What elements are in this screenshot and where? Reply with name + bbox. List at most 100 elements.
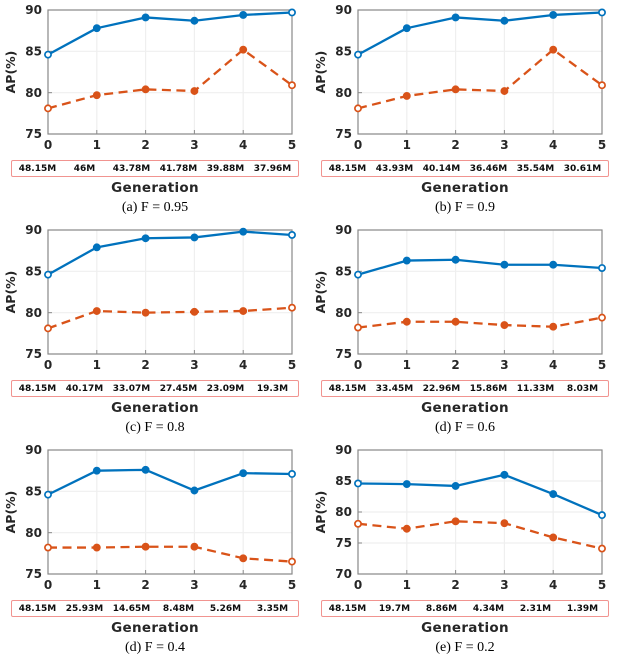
x-tick-label: 0 bbox=[354, 138, 362, 152]
param-value: 3.35M bbox=[256, 603, 289, 614]
dashed-line-series-path bbox=[357, 48, 603, 110]
axes-box bbox=[47, 9, 293, 135]
y-axis-title: AP(%) bbox=[3, 51, 18, 94]
solid-line-series-path bbox=[47, 11, 293, 56]
dashed-line-series-marker bbox=[141, 542, 150, 551]
param-value: 43.78M bbox=[112, 163, 151, 174]
param-value: 43.93M bbox=[375, 163, 414, 174]
solid-line-series-path bbox=[47, 468, 293, 496]
y-axis-title: AP(%) bbox=[3, 491, 18, 534]
y-tick-label: 85 bbox=[335, 45, 352, 59]
x-tick-label: 3 bbox=[190, 578, 198, 592]
x-axis-title: Generation bbox=[421, 400, 509, 416]
x-tick-label: 5 bbox=[598, 578, 606, 592]
param-value: 8.48M bbox=[162, 603, 195, 614]
y-tick-label: 75 bbox=[25, 567, 42, 581]
param-value: 33.07M bbox=[112, 383, 151, 394]
y-tick-label: 85 bbox=[25, 265, 42, 279]
x-tick-label: 3 bbox=[190, 138, 198, 152]
solid-line-series-marker bbox=[500, 470, 509, 479]
y-tick-label: 90 bbox=[335, 443, 352, 457]
dashed-line-series-marker bbox=[288, 303, 296, 312]
param-value: 48.15M bbox=[18, 603, 57, 614]
y-tick-label: 75 bbox=[25, 127, 42, 141]
dashed-line-series-marker bbox=[549, 45, 558, 54]
y-tick-label: 70 bbox=[335, 567, 352, 581]
param-value: 2.31M bbox=[519, 603, 552, 614]
solid-line-series-path bbox=[47, 230, 293, 276]
param-value: 23.09M bbox=[206, 383, 245, 394]
solid-line-series-marker bbox=[92, 24, 101, 33]
x-tick-label: 5 bbox=[288, 578, 296, 592]
param-value: 48.15M bbox=[18, 163, 57, 174]
param-value: 40.17M bbox=[65, 383, 104, 394]
dashed-line-series-marker bbox=[141, 85, 150, 94]
x-axis-title: Generation bbox=[111, 400, 199, 416]
y-tick-label: 75 bbox=[335, 347, 352, 361]
subplot-caption: (a) F = 0.95 bbox=[121, 200, 189, 215]
subplot-caption: (b) F = 0.9 bbox=[434, 200, 495, 215]
axes-box bbox=[47, 229, 293, 355]
y-tick-label: 90 bbox=[25, 3, 42, 17]
x-tick-label: 3 bbox=[190, 358, 198, 372]
x-tick-label: 1 bbox=[403, 138, 411, 152]
dashed-line-series-path bbox=[48, 545, 293, 563]
dashed-line-series-marker bbox=[288, 557, 296, 566]
solid-line-series-marker bbox=[92, 466, 101, 475]
solid-line-series-marker bbox=[141, 234, 150, 243]
x-tick-label: 3 bbox=[500, 138, 508, 152]
solid-line-series-marker bbox=[500, 16, 509, 25]
solid-line-series-marker bbox=[451, 255, 460, 264]
param-value: 1.39M bbox=[566, 603, 599, 614]
dashed-line-series-path bbox=[357, 316, 603, 329]
axes-box bbox=[357, 229, 603, 355]
solid-line-series-marker bbox=[92, 243, 101, 252]
line-chart: 75 80 85 90 0 1 2 3 4 5 AP(%) bbox=[313, 3, 606, 152]
param-value: 30.61M bbox=[563, 163, 602, 174]
dashed-line-series-marker bbox=[190, 542, 199, 551]
param-value: 41.78M bbox=[159, 163, 198, 174]
y-tick-label: 80 bbox=[25, 526, 42, 540]
x-axis-title: Generation bbox=[421, 620, 509, 636]
y-tick-label: 90 bbox=[25, 443, 42, 457]
param-value: 37.96M bbox=[253, 163, 292, 174]
dashed-line-series-marker bbox=[190, 307, 199, 316]
param-value: 4.34M bbox=[472, 603, 505, 614]
param-box: 48.15M 40.17M 33.07M 27.45M 23.09M 19.3M bbox=[11, 380, 299, 397]
y-tick-label: 90 bbox=[335, 3, 352, 17]
dashed-line-series-marker bbox=[239, 45, 248, 54]
param-box: 48.15M 46M 43.78M 41.78M 39.88M 37.96M bbox=[11, 160, 299, 177]
solid-line-series-marker bbox=[239, 469, 248, 478]
x-tick-label: 1 bbox=[93, 358, 101, 372]
y-axis-title: AP(%) bbox=[3, 271, 18, 314]
dashed-line-series-marker bbox=[44, 543, 52, 552]
x-tick-label: 3 bbox=[500, 578, 508, 592]
param-value: 15.86M bbox=[469, 383, 508, 394]
subplot-caption: (c) F = 0.8 bbox=[125, 420, 185, 435]
y-tick-label: 75 bbox=[335, 536, 352, 550]
param-value: 25.93M bbox=[65, 603, 104, 614]
dashed-line-series-marker bbox=[500, 321, 509, 330]
x-tick-label: 0 bbox=[44, 358, 52, 372]
param-value: 22.96M bbox=[422, 383, 461, 394]
x-tick-label: 2 bbox=[141, 358, 149, 372]
x-tick-label: 2 bbox=[141, 578, 149, 592]
y-tick-label: 75 bbox=[25, 347, 42, 361]
line-chart: 70 75 80 85 90 0 1 2 3 4 5 AP(%) bbox=[313, 443, 606, 592]
dashed-line-series-marker bbox=[141, 308, 150, 317]
solid-line-series-path bbox=[357, 473, 603, 517]
dashed-line-series-marker bbox=[44, 324, 52, 333]
x-tick-label: 1 bbox=[93, 138, 101, 152]
line-chart: 75 80 85 90 0 1 2 3 4 5 AP(%) bbox=[3, 223, 296, 372]
subplot-caption: (d) F = 0.6 bbox=[434, 420, 495, 435]
y-axis-title: AP(%) bbox=[313, 271, 328, 314]
solid-line-series-marker bbox=[451, 13, 460, 22]
axes-box bbox=[357, 9, 603, 135]
solid-line-series-path bbox=[357, 258, 603, 276]
subplot-a: 75 80 85 90 0 1 2 3 4 5 AP(%) 48.15M 46M 43.78M 41.78M… bbox=[0, 2, 310, 222]
subplot-e: 70 75 80 85 90 0 1 2 3 4 5 AP(%) 48.15M 19.7M 8.86M 4.3… bbox=[310, 442, 620, 662]
solid-line-series-marker bbox=[549, 490, 558, 498]
dashed-line-series-marker bbox=[92, 307, 101, 315]
solid-line-series-marker bbox=[549, 260, 558, 269]
